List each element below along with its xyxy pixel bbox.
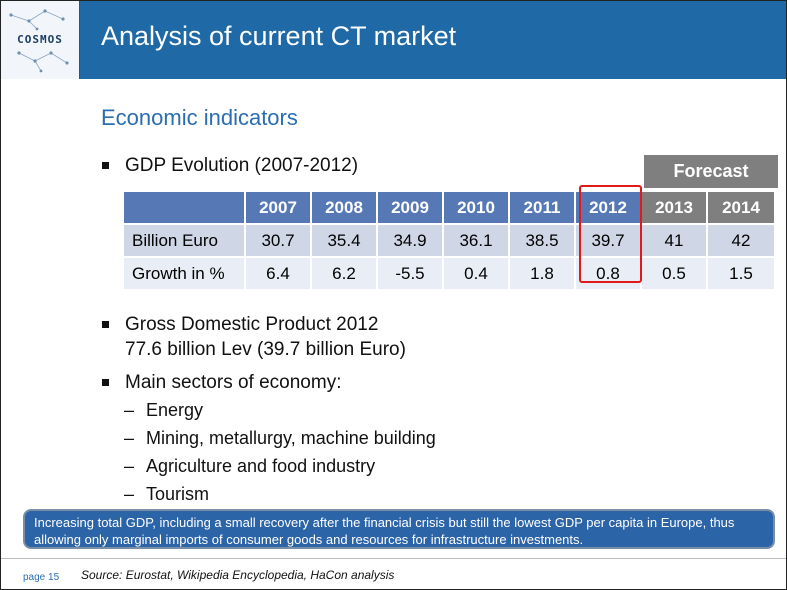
list-item-text: Mining, metallurgy, machine building — [146, 428, 436, 448]
row-label: Billion Euro — [122, 223, 246, 258]
table-cell: 39.7 — [574, 223, 642, 258]
table-header-cell: 2009 — [376, 190, 444, 225]
table-header-cell: 2013 — [640, 190, 708, 225]
table-cell: 34.9 — [376, 223, 444, 258]
bullet-text-line2: 77.6 billion Lev (39.7 billion Euro) — [125, 339, 406, 360]
table-cell: 35.4 — [310, 223, 378, 258]
table-cell: 41 — [640, 223, 708, 258]
table-cell: 30.7 — [244, 223, 312, 258]
bullet-text: Main sectors of economy: — [125, 372, 342, 393]
table-cell: -5.5 — [376, 256, 444, 291]
header-bar: COSMOS Analysis of current CT market — [1, 1, 786, 79]
page-number: page 15 — [23, 572, 60, 583]
table-cell: 6.4 — [244, 256, 312, 291]
table-cell: 0.4 — [442, 256, 510, 291]
table-cell: 42 — [706, 223, 776, 258]
list-item: – Mining, metallurgy, machine building — [124, 428, 436, 448]
highlight-2012-box — [579, 185, 642, 283]
bullet-square-icon — [102, 162, 109, 169]
table-cell: 1.8 — [508, 256, 576, 291]
list-item: – Energy — [124, 400, 204, 420]
table-cell: 1.5 — [706, 256, 776, 291]
bullet-square-icon — [102, 379, 109, 386]
row-label: Growth in % — [122, 256, 246, 291]
callout-box: Increasing total GDP, including a small … — [23, 509, 775, 549]
cosmos-logo: COSMOS — [1, 1, 80, 79]
table-cell: 6.2 — [310, 256, 378, 291]
list-item-text: Energy — [146, 400, 204, 420]
table-cell: 0.8 — [574, 256, 642, 291]
table-row: Billion Euro 30.7 35.4 34.9 36.1 38.5 39… — [122, 223, 776, 258]
slide-title: Analysis of current CT market — [101, 21, 457, 51]
list-item-text: Agriculture and food industry — [146, 456, 376, 476]
table-header-corner — [122, 190, 246, 225]
gdp-table: 2007 2008 2009 2010 2011 2012 2013 2014 … — [122, 190, 776, 291]
table-cell: 36.1 — [442, 223, 510, 258]
list-item-text: Tourism — [146, 484, 210, 504]
table-header-cell: 2007 — [244, 190, 312, 225]
bullet-text: Gross Domestic Product 2012 — [125, 314, 379, 335]
source-note: Source: Eurostat, Wikipedia Encyclopedia… — [81, 568, 395, 582]
bullet-text: GDP Evolution (2007-2012) — [125, 155, 359, 176]
logo-text: COSMOS — [17, 33, 63, 46]
table-header-row: 2007 2008 2009 2010 2011 2012 2013 2014 — [122, 190, 776, 225]
table-cell: 0.5 — [640, 256, 708, 291]
bullet-square-icon — [102, 321, 109, 328]
forecast-header: Forecast — [644, 155, 778, 188]
footer-divider — [1, 558, 786, 559]
table-header-cell: 2010 — [442, 190, 510, 225]
list-item: – Agriculture and food industry — [124, 456, 376, 476]
table-row: Growth in % 6.4 6.2 -5.5 0.4 1.8 0.8 0.5… — [122, 256, 776, 291]
section-subtitle: Economic indicators — [101, 105, 298, 130]
table-header-cell: 2014 — [706, 190, 776, 225]
table-header-cell: 2008 — [310, 190, 378, 225]
list-item: – Tourism — [124, 484, 210, 504]
table-cell: 38.5 — [508, 223, 576, 258]
table-header-cell: 2011 — [508, 190, 576, 225]
constellation-icon — [9, 9, 69, 73]
